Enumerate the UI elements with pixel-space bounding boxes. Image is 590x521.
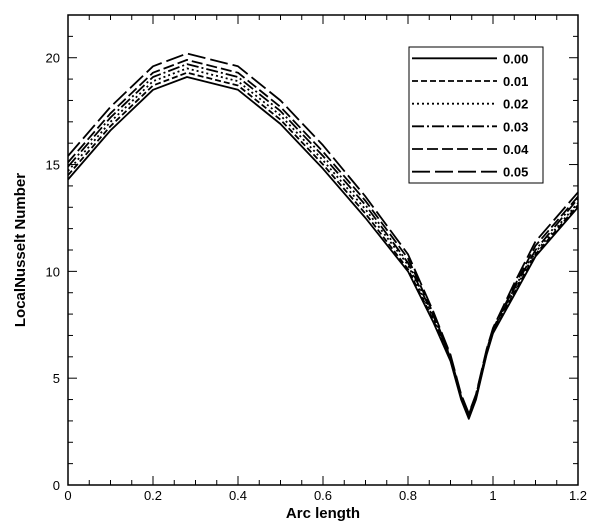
x-tick-label: 0.2 (144, 488, 162, 503)
y-tick-label: 10 (46, 264, 60, 279)
x-tick-label: 0 (64, 488, 71, 503)
legend-label: 0.03 (503, 119, 528, 134)
x-axis-title: Arc length (286, 505, 360, 521)
y-tick-label: 15 (46, 158, 60, 173)
x-tick-label: 1.2 (569, 488, 587, 503)
series-line-0.05 (67, 52, 579, 415)
y-tick-label: 5 (53, 371, 60, 386)
x-tick-label: 0.8 (399, 488, 417, 503)
y-tick-label: 20 (46, 51, 60, 66)
x-tick-label: 0.4 (229, 488, 247, 503)
x-tick-label: 0.6 (314, 488, 332, 503)
legend-label: 0.04 (503, 142, 529, 157)
legend-label: 0.00 (503, 51, 528, 66)
legend-label: 0.02 (503, 97, 528, 112)
legend-box (408, 46, 544, 184)
ticks-layer: 0 0.2 0.4 0.6 0.8 1 1.2 0 5 10 15 20 (46, 14, 587, 503)
y-axis-title: LocalNusselt Number (12, 173, 29, 327)
series-layer (67, 52, 579, 420)
legend-label: 0.01 (503, 74, 528, 89)
x-tick-label: 1 (489, 488, 496, 503)
y-tick-label: 0 (53, 478, 60, 493)
legend-label: 0.05 (503, 165, 528, 180)
legend: 0.00 0.01 0.02 0.03 0.04 0.05 (408, 46, 544, 184)
